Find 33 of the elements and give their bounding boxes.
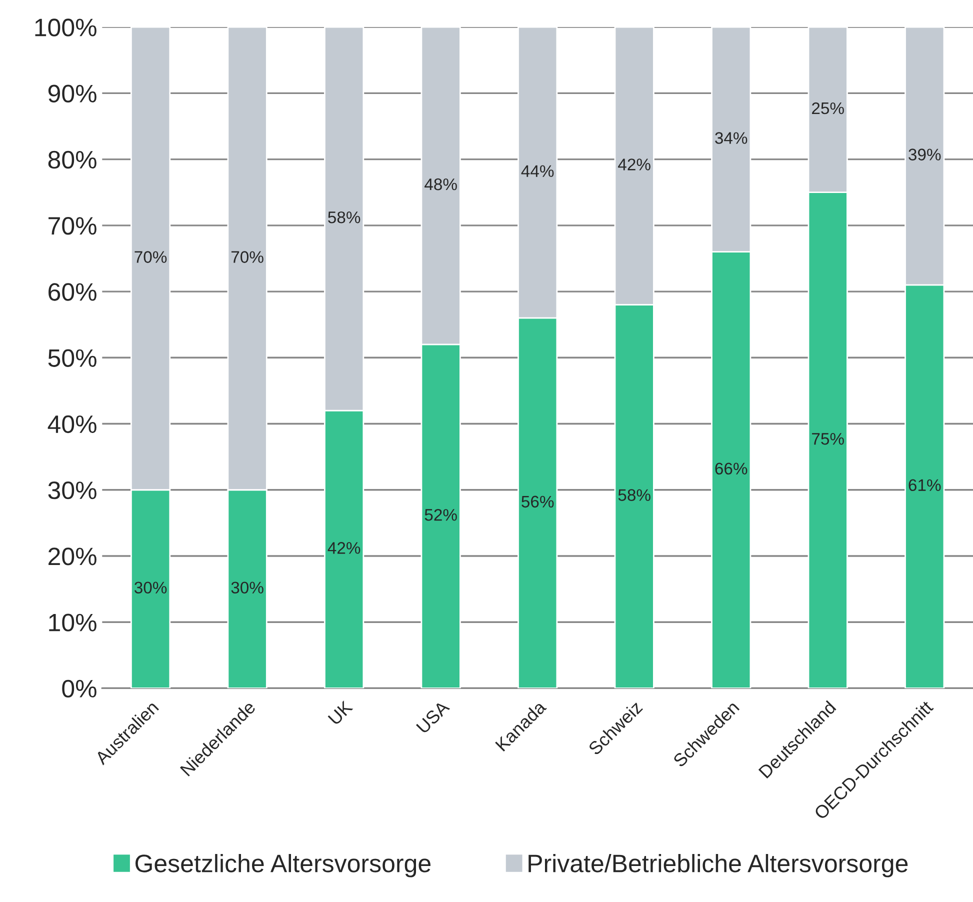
- y-tick-label: 10%: [49, 614, 96, 632]
- y-tick-label: 90%: [48, 84, 96, 102]
- y-tick-label: 30%: [48, 481, 96, 500]
- y-tick-label: 100%: [35, 18, 96, 36]
- y-tick-label: 60%: [48, 283, 96, 301]
- legend-label: Private/Betriebliche Altersvorsorge: [528, 854, 908, 878]
- data-label: 70%: [231, 251, 264, 263]
- x-tick-label: USA: [416, 700, 450, 734]
- data-label: 30%: [231, 582, 264, 594]
- y-tick-label: 80%: [48, 150, 96, 169]
- data-label: 52%: [424, 508, 457, 521]
- data-label: 56%: [522, 496, 554, 508]
- y-tick-label: 40%: [48, 415, 96, 434]
- x-tick-label: UK: [328, 700, 354, 726]
- y-tick-label: 70%: [48, 217, 96, 235]
- data-label: 30%: [134, 582, 167, 594]
- data-label: 34%: [715, 132, 748, 144]
- data-label: 48%: [424, 178, 457, 190]
- data-label: 75%: [812, 433, 844, 445]
- data-label: 25%: [812, 102, 844, 114]
- y-tick-label: 0%: [62, 680, 96, 698]
- data-label: 66%: [715, 462, 748, 475]
- y-tick-label: 50%: [48, 349, 96, 367]
- data-label: 44%: [521, 165, 554, 177]
- data-label: 70%: [134, 251, 167, 263]
- data-label: 42%: [618, 158, 650, 170]
- data-label: 58%: [328, 211, 360, 224]
- y-tick-label: 20%: [48, 548, 96, 566]
- legend-label: Gesetzliche Altersvorsorge: [135, 854, 430, 878]
- data-label: 58%: [618, 489, 650, 501]
- data-label: 39%: [908, 148, 941, 160]
- data-label: 42%: [328, 542, 360, 554]
- data-label: 61%: [908, 479, 941, 492]
